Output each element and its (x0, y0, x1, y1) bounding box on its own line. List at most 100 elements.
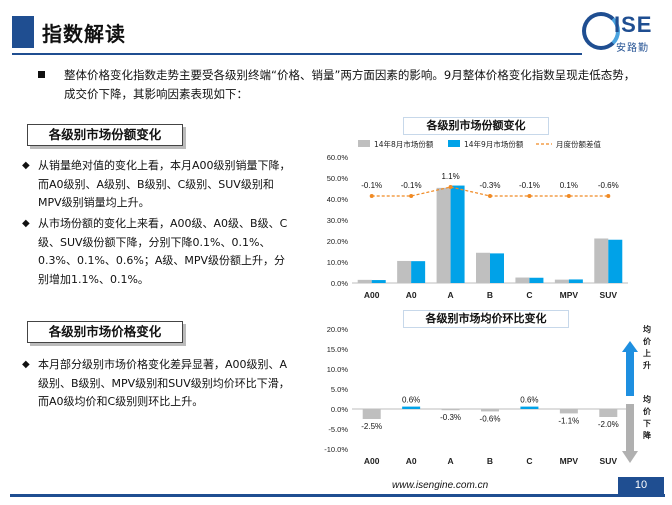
y-tick-label: 10.0% (327, 365, 349, 374)
page-title: 指数解读 (42, 22, 126, 46)
bar-aug-c (515, 277, 530, 283)
bar-sep-suv (608, 239, 623, 283)
x-tick-label: SUV (600, 290, 618, 300)
price-bullet-1-text: 本月部分级别市场价格变化差异显著，A00级别、A级别、B级别、MPV级别和SUV… (38, 358, 290, 408)
y-tick-label: 40.0% (327, 195, 349, 204)
square-bullet-icon (38, 71, 45, 78)
legend-swatch (358, 140, 370, 147)
header-accent-bar (12, 16, 34, 48)
y-tick-label: 60.0% (327, 153, 349, 162)
footer-url[interactable]: www.isengine.com.cn (392, 480, 489, 491)
price-bullet-1: ◆ 本月部分级别市场价格变化差异显著，A00级别、A级别、B级别、MPV级别和S… (22, 356, 294, 412)
share-diff-point (566, 194, 571, 198)
price-bar-c (520, 406, 539, 409)
y-tick-label: 20.0% (327, 325, 349, 334)
diamond-bullet-icon: ◆ (22, 359, 30, 370)
arrow-up-label-char: 价 (643, 337, 652, 346)
footer-divider (10, 494, 665, 497)
chart1-title: 各级别市场份额变化 (403, 117, 549, 135)
legend-label: 月度份额差值 (556, 139, 601, 149)
bar-sep-b (490, 253, 504, 283)
page-number: 10 (618, 477, 664, 494)
price-value-label: -2.0% (598, 420, 619, 429)
diamond-bullet-icon: ◆ (22, 218, 30, 229)
bar-aug-a00 (357, 279, 372, 283)
y-tick-label: -5.0% (328, 425, 348, 434)
arrow-up-label-char: 均 (643, 324, 651, 334)
y-tick-label: 5.0% (331, 385, 348, 394)
price-value-label: 0.6% (520, 396, 538, 405)
arrow-up-label-char: 上 (643, 348, 651, 358)
share-diff-point (488, 194, 492, 198)
arrow-down-label-char: 下 (643, 419, 651, 428)
x-tick-label: A0 (406, 290, 417, 300)
logo-globe-icon (582, 12, 620, 50)
price-bar-a0 (402, 406, 421, 409)
arrow-down-head (622, 451, 638, 463)
price-value-label: -1.1% (558, 416, 579, 425)
header-divider (12, 53, 582, 55)
bar-aug-suv (594, 238, 609, 283)
legend-label: 14年8月市场份额 (374, 139, 434, 149)
arrow-up-label-char: 升 (643, 360, 651, 370)
x-tick-label: A00 (364, 456, 380, 466)
share-diff-label: -0.1% (401, 181, 422, 190)
arrow-down-shaft (626, 404, 634, 451)
price-value-label: -0.6% (480, 414, 501, 423)
bar-aug-a0 (397, 260, 412, 283)
y-tick-label: -10.0% (324, 445, 348, 454)
bar-sep-mpv (568, 279, 583, 283)
arrow-down-label-char: 均 (643, 394, 651, 404)
share-diff-label: 0.1% (560, 181, 578, 190)
share-diff-point (409, 194, 414, 198)
price-value-label: -2.5% (361, 422, 382, 431)
chart2-title: 各级别市场均价环比变化 (403, 310, 569, 328)
logo-text: ISE (614, 12, 653, 37)
y-tick-label: 0.0% (331, 405, 348, 414)
arrow-down-label-char: 降 (643, 430, 652, 440)
x-tick-label: MPV (560, 290, 579, 300)
section-title-price: 各级别市场价格变化 (27, 321, 183, 343)
bar-aug-a (436, 187, 451, 283)
share-diff-point (448, 185, 453, 189)
arrow-up-head (622, 341, 638, 352)
y-tick-label: 10.0% (327, 258, 349, 267)
price-bar-suv (599, 409, 618, 417)
price-bar-a00 (362, 409, 381, 419)
diamond-bullet-icon: ◆ (22, 160, 30, 171)
x-tick-label: C (526, 456, 532, 466)
intro-paragraph: 整体价格变化指数走势主要受各级别终端“价格、销量”两方面因素的影响。9月整体价格… (38, 66, 638, 104)
share-bullet-1-text: 从销量绝对值的变化上看，本月A00级别销量下降，而A0级别、A级别、B级别、C级… (38, 159, 291, 209)
arrow-up-shaft (626, 352, 634, 396)
bar-sep-a0 (411, 261, 426, 283)
price-bar-a (441, 409, 460, 411)
x-tick-label: A (448, 290, 454, 300)
share-diff-point (527, 194, 532, 198)
legend-swatch (448, 140, 460, 147)
share-chart: 0.0% 10.0% 20.0% 30.0% 40.0% 50.0% 60.0% A00 -0.… (327, 139, 628, 300)
section-title-share: 各级别市场份额变化 (27, 124, 183, 146)
y-tick-label: 20.0% (327, 237, 349, 246)
bar-sep-c (529, 277, 544, 283)
price-value-label: -0.3% (440, 413, 461, 422)
share-diff-point (369, 194, 374, 198)
price-value-label: 0.6% (402, 396, 420, 405)
price-bar-mpv (559, 409, 578, 414)
bar-aug-b (476, 252, 490, 283)
share-diff-point (606, 194, 611, 198)
logo-subtext: 安路勤 (616, 43, 649, 54)
bar-sep-a (450, 185, 465, 283)
bar-aug-mpv (554, 279, 569, 283)
y-tick-label: 30.0% (327, 216, 349, 225)
x-tick-label: A0 (406, 456, 417, 466)
x-tick-label: SUV (600, 456, 618, 466)
x-tick-label: B (487, 456, 493, 466)
share-diff-label: 1.1% (441, 172, 459, 181)
y-tick-label: 15.0% (327, 345, 349, 354)
price-change-chart: 20.0% 15.0% 10.0% 5.0% 0.0% -5.0% -10.0% -2.5% A… (324, 325, 628, 466)
slide-header: 指数解读 ISE 安路勤 (0, 0, 672, 62)
price-bar-b (481, 409, 499, 412)
y-tick-label: 50.0% (327, 174, 349, 183)
